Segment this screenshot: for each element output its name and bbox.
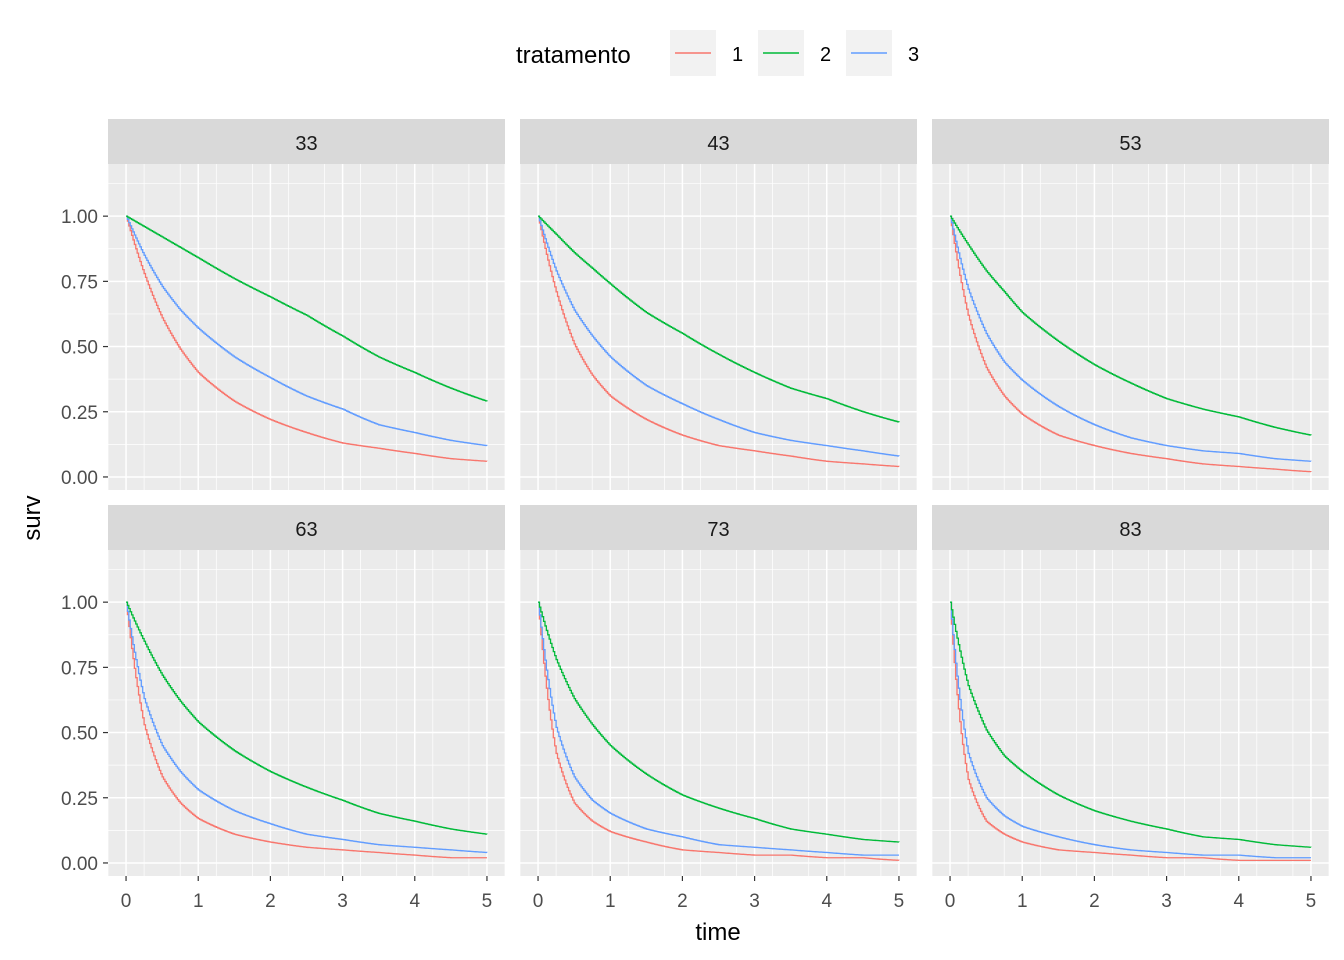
survival-curve-tratamento-2 [126, 601, 488, 835]
y-tick-label: 0.00 [61, 468, 98, 489]
x-tick-label: 5 [1306, 891, 1317, 912]
x-tick-label: 1 [193, 891, 204, 912]
facet-panel-63: 63 0.00 0.25 0.50 0.75 1.00 0 1 2 3 4 5 [61, 505, 506, 912]
x-tick-label: 5 [482, 891, 493, 912]
x-tick-label: 4 [821, 891, 832, 912]
y-tick-label: 1.00 [61, 593, 98, 614]
legend-label: 3 [908, 44, 919, 66]
x-tick-label: 4 [1233, 891, 1244, 912]
facet-strip [520, 505, 917, 550]
survival-curve-tratamento-2 [126, 215, 488, 402]
panel-background [108, 550, 505, 876]
facet-strip-label: 53 [1119, 133, 1141, 155]
facet-panel-73: 73 0 1 2 3 4 5 [519, 505, 918, 912]
legend-title: tratamento [516, 42, 631, 69]
x-tick-label: 0 [121, 891, 132, 912]
legend-key-2: 2 [758, 30, 831, 76]
survival-curve-tratamento-3 [538, 601, 899, 856]
x-tick-label: 0 [533, 891, 544, 912]
facet-strip [932, 119, 1329, 164]
survival-curve-tratamento-3 [950, 601, 1311, 859]
y-tick-label: 0.75 [61, 658, 98, 679]
y-tick-label: 0.75 [61, 272, 98, 293]
survival-curve-tratamento-2 [538, 601, 900, 843]
panel-background [932, 550, 1329, 876]
survival-curve-tratamento-1 [950, 215, 1312, 473]
survival-curve-tratamento-3 [538, 215, 900, 457]
x-tick-label: 0 [945, 891, 956, 912]
facet-strip [108, 119, 505, 164]
x-tick-label: 5 [894, 891, 905, 912]
facet-panel-43: 43 [519, 119, 918, 490]
y-tick-label: 0.50 [61, 724, 98, 745]
facet-strip-label: 73 [707, 519, 729, 541]
y-tick-label: 0.50 [61, 338, 98, 359]
x-tick-label: 2 [677, 891, 688, 912]
x-tick-label: 3 [1161, 891, 1172, 912]
survival-curve-tratamento-1 [538, 215, 900, 468]
survival-curve-tratamento-1 [126, 215, 488, 462]
survival-curve-tratamento-2 [950, 601, 1312, 848]
panel-background [520, 550, 917, 876]
x-tick-label: 2 [265, 891, 276, 912]
legend-label: 2 [820, 44, 831, 66]
x-tick-label: 2 [1089, 891, 1100, 912]
panel-background [108, 164, 505, 490]
x-tick-label: 3 [337, 891, 348, 912]
facet-strip [520, 119, 917, 164]
survival-curve-tratamento-3 [950, 215, 1312, 462]
y-tick-label: 1.00 [61, 207, 98, 228]
survival-curve-tratamento-1 [126, 601, 487, 859]
x-tick-label: 3 [749, 891, 760, 912]
y-tick-label: 0.25 [61, 403, 98, 424]
legend-key-3: 3 [846, 30, 919, 76]
survival-curve-tratamento-3 [126, 215, 488, 447]
x-tick-label: 1 [1017, 891, 1028, 912]
legend-key-1: 1 [670, 30, 743, 76]
facet-panel-53: 53 [931, 119, 1330, 490]
legend: tratamento 1 2 3 [516, 30, 919, 76]
axis-titles: time surv [19, 495, 741, 946]
x-tick-label: 4 [409, 891, 420, 912]
y-tick-label: 0.25 [61, 789, 98, 810]
facet-strip-label: 33 [295, 133, 317, 155]
x-tick-label: 1 [605, 891, 616, 912]
facet-strip-label: 43 [707, 133, 729, 155]
y-tick-label: 0.00 [61, 854, 98, 875]
survival-curve-tratamento-3 [126, 601, 488, 854]
panel-background [932, 164, 1329, 490]
x-axis-title: time [695, 919, 740, 946]
facet-panel-33: 33 0.00 0.25 0.50 0.75 1.00 [61, 119, 506, 490]
survival-curve-tratamento-1 [950, 601, 1311, 861]
survival-curve-tratamento-1 [538, 601, 900, 861]
survival-curve-tratamento-2 [950, 215, 1312, 436]
panel-background [520, 164, 917, 490]
facet-strip-label: 83 [1119, 519, 1141, 541]
facet-strip [108, 505, 505, 550]
facet-panel-83: 83 0 1 2 3 4 5 [931, 505, 1330, 912]
facet-strip-label: 63 [295, 519, 317, 541]
y-axis-title: surv [19, 495, 46, 540]
legend-label: 1 [732, 44, 743, 66]
facet-strip [932, 505, 1329, 550]
survival-curve-tratamento-2 [538, 215, 900, 423]
